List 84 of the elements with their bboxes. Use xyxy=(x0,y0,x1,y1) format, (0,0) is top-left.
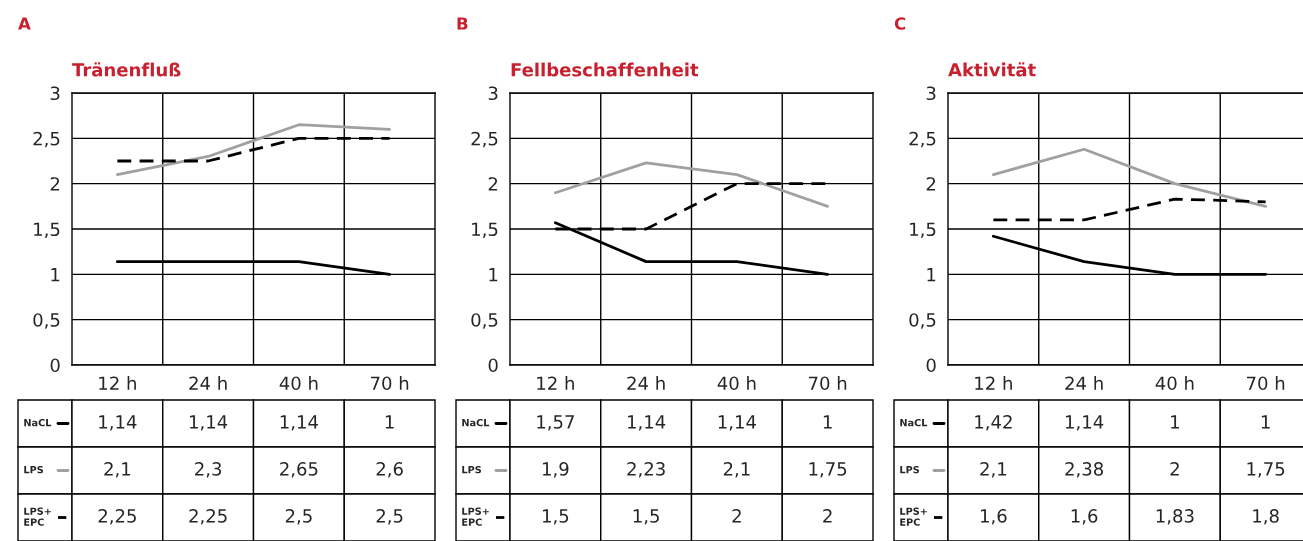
data-label: 1,14 xyxy=(99,415,137,431)
data-label: 1,57 xyxy=(537,415,574,431)
y-tick-label: 0 xyxy=(488,358,498,373)
y-tick-label: 0,5 xyxy=(471,313,498,329)
chart-title: Fellbeschaffenheit xyxy=(511,62,699,77)
legend-label: LPS xyxy=(24,465,44,474)
data-label: 2,5 xyxy=(285,509,312,525)
data-label: 2,1 xyxy=(723,462,750,478)
legend-label: LPS+ EPC xyxy=(462,507,489,526)
data-label: 1,83 xyxy=(1156,509,1194,525)
data-label: 1,5 xyxy=(543,509,569,525)
y-tick-label: 3 xyxy=(488,86,498,101)
y-tick-label: 2 xyxy=(488,177,498,191)
data-label: 2,1 xyxy=(104,462,131,478)
data-label: 1,14 xyxy=(1066,415,1104,431)
data-label: 2 xyxy=(823,509,832,523)
y-tick-label: 1 xyxy=(927,268,936,282)
x-tick-label: 70 h xyxy=(809,376,847,391)
data-label: 2,6 xyxy=(376,462,403,478)
x-tick-label: 24 h xyxy=(189,376,227,390)
y-tick-label: 3 xyxy=(926,86,936,101)
y-tick-label: 2 xyxy=(50,177,60,191)
data-label: 2,5 xyxy=(376,509,403,525)
data-label: 1,5 xyxy=(633,509,659,525)
data-label: 1,42 xyxy=(975,415,1012,431)
y-tick-label: 1 xyxy=(51,268,60,282)
text: B xyxy=(457,17,468,30)
data-label: 2,25 xyxy=(189,509,227,525)
data-label: 1,8 xyxy=(1253,509,1279,525)
legend-label: LPS xyxy=(462,465,482,474)
x-tick-label: 12 h xyxy=(537,376,574,390)
data-label: 1 xyxy=(1171,415,1179,429)
x-tick-label: 40 h xyxy=(717,376,756,391)
data-label: 2,3 xyxy=(195,462,222,478)
legend-label: NaCL xyxy=(24,418,52,427)
data-label: 1 xyxy=(385,415,394,429)
data-label: 1,14 xyxy=(280,415,318,431)
data-label: 1,6 xyxy=(981,509,1007,525)
data-label: 2 xyxy=(732,509,741,523)
data-label: 2,1 xyxy=(980,462,1007,478)
x-tick-label: 12 h xyxy=(975,376,1012,390)
y-tick-label: 2 xyxy=(926,177,936,191)
data-label: 2 xyxy=(1170,462,1179,476)
y-tick-label: 1,5 xyxy=(910,222,936,238)
data-label: 2,23 xyxy=(627,462,665,478)
x-tick-label: 40 h xyxy=(279,376,318,391)
data-label: 1,75 xyxy=(1247,462,1285,478)
legend-label: LPS+ EPC xyxy=(24,507,51,526)
text: A xyxy=(18,17,31,30)
legend-label: LPS+ EPC xyxy=(900,507,927,526)
data-label: 2,38 xyxy=(1065,462,1103,478)
x-tick-label: 40 h xyxy=(1155,376,1194,391)
chart-title: Tränenfluß xyxy=(72,62,181,77)
data-label: 2,25 xyxy=(98,509,136,525)
data-label: 2,65 xyxy=(280,462,318,478)
legend-label: NaCL xyxy=(900,418,928,427)
x-tick-label: 12 h xyxy=(99,376,136,390)
data-label: 1,9 xyxy=(543,462,569,478)
legend-label: LPS xyxy=(900,465,920,474)
y-tick-label: 0 xyxy=(50,358,60,373)
data-label: 1 xyxy=(1261,415,1270,429)
y-tick-label: 3 xyxy=(50,86,60,101)
y-tick-label: 2,5 xyxy=(909,131,936,148)
x-tick-label: 70 h xyxy=(371,376,409,391)
x-tick-label: 70 h xyxy=(1247,376,1285,391)
data-label: 1,6 xyxy=(1071,509,1098,525)
data-label: 1,14 xyxy=(628,415,666,431)
y-tick-label: 1,5 xyxy=(472,222,498,238)
data-label: 1 xyxy=(823,415,832,429)
y-tick-label: 1,5 xyxy=(34,222,60,238)
chart-title: Aktivität xyxy=(948,62,1036,77)
y-tick-label: 0,5 xyxy=(33,313,60,329)
x-tick-label: 24 h xyxy=(627,376,665,390)
x-tick-label: 24 h xyxy=(1065,376,1103,390)
y-tick-label: 2,5 xyxy=(471,131,498,148)
y-tick-label: 1 xyxy=(489,268,498,282)
data-label: 1,14 xyxy=(718,415,756,431)
legend-label: NaCL xyxy=(462,418,490,427)
data-label: 1,14 xyxy=(190,415,228,431)
data-label: 1,75 xyxy=(809,462,847,478)
y-tick-label: 0 xyxy=(926,358,936,373)
y-tick-label: 2,5 xyxy=(33,131,60,148)
y-tick-label: 0,5 xyxy=(909,313,936,329)
text: C xyxy=(894,17,906,30)
